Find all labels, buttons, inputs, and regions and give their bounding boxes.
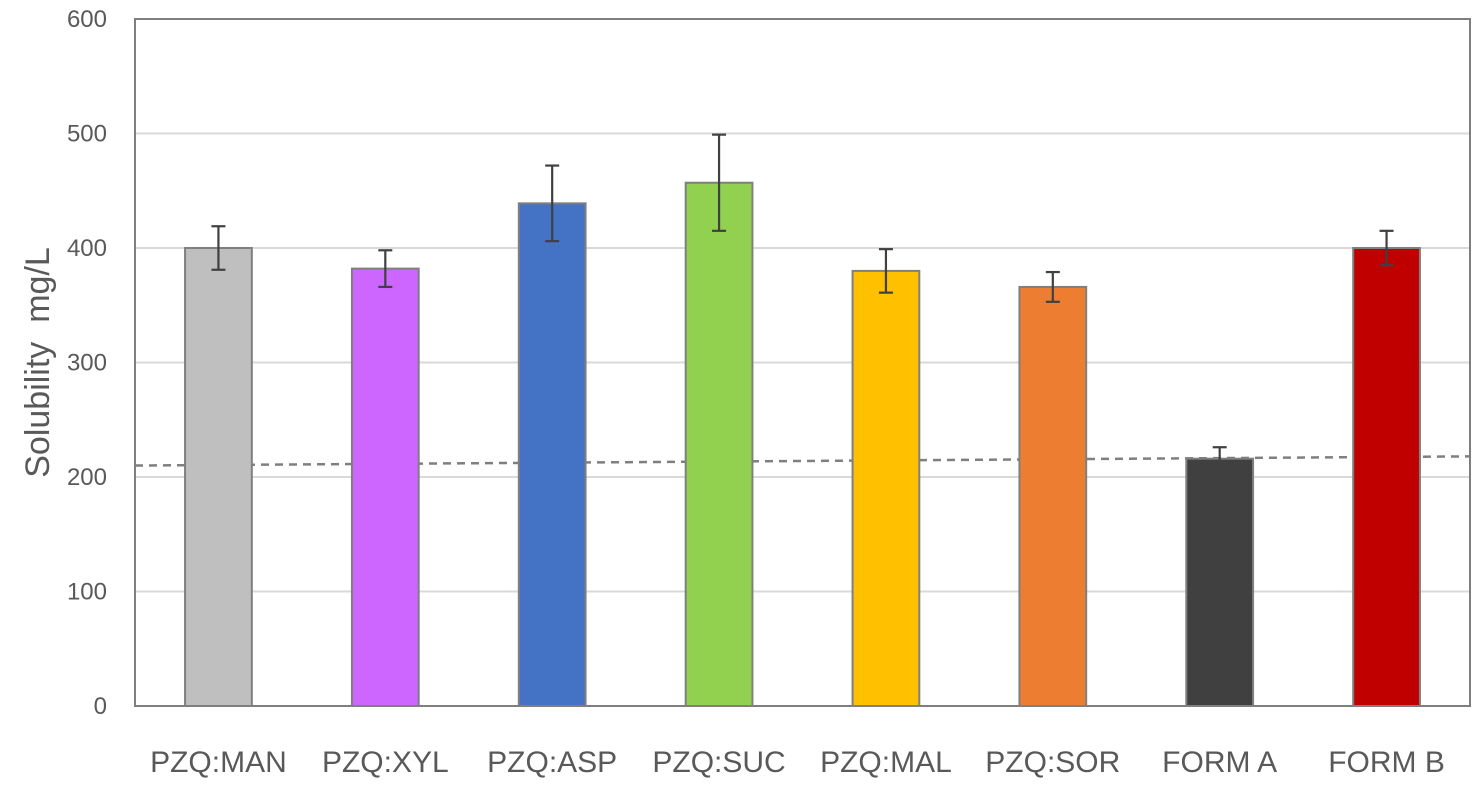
error-bars	[211, 133, 1394, 472]
plot-frame	[134, 18, 1471, 707]
y-tick-label: 300	[67, 350, 107, 377]
y-tick-label: 200	[67, 464, 107, 491]
gridlines	[135, 132, 1470, 593]
y-tick-label: 400	[67, 235, 107, 262]
bar	[1185, 457, 1255, 707]
x-axis-ticks: PZQ:MAN PZQ:XYL PZQ:ASP PZQ:SUC PZQ:MAL PZQ:S…	[150, 746, 1445, 779]
x-tick-label: FORM B	[1328, 746, 1445, 779]
y-tick-label: 600	[67, 6, 107, 33]
bar	[1352, 247, 1421, 707]
reference-line	[134, 455, 1471, 467]
x-tick-label: PZQ:XYL	[322, 746, 449, 779]
x-tick-label: PZQ:ASP	[487, 746, 617, 779]
y-axis-label: Solubility mg/L	[19, 247, 57, 478]
x-tick-label: PZQ:MAL	[820, 746, 952, 779]
y-axis-ticks: 0 100 200 300 400 500 600	[67, 6, 107, 720]
reference-line-layer	[134, 455, 1471, 467]
x-tick-label: PZQ:SOR	[985, 746, 1120, 779]
x-tick-label: PZQ:SUC	[652, 746, 785, 779]
bar	[851, 269, 921, 707]
y-tick-label: 500	[67, 121, 107, 148]
bar	[1018, 285, 1088, 707]
bar	[517, 202, 587, 707]
y-tick-label: 0	[94, 693, 107, 720]
bar	[684, 181, 754, 708]
bar	[350, 267, 420, 707]
bars	[184, 181, 1421, 708]
y-tick-label: 100	[67, 579, 107, 606]
x-tick-label: PZQ:MAN	[150, 746, 287, 779]
bar	[184, 247, 253, 707]
x-tick-label: FORM A	[1162, 746, 1277, 779]
